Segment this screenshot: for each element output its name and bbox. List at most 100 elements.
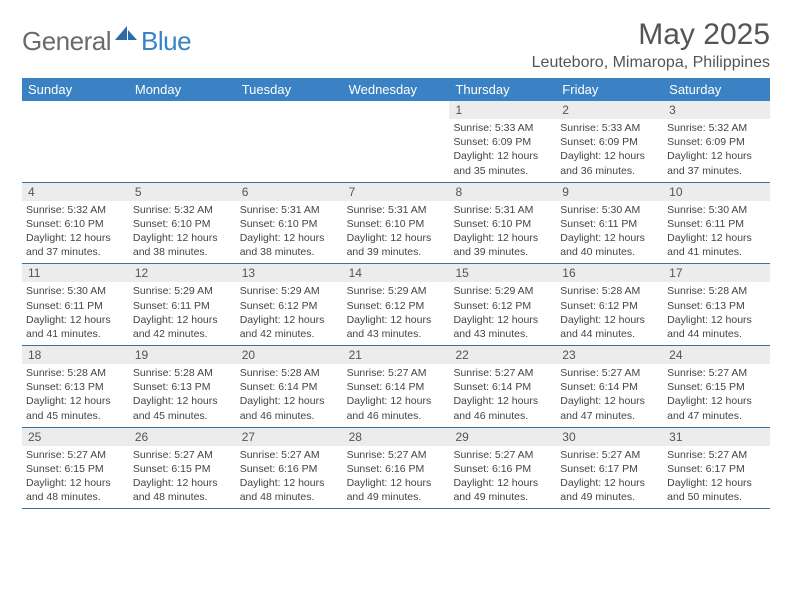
day-cell: 2Sunrise: 5:33 AMSunset: 6:09 PMDaylight… [556,101,663,182]
day-number: 2 [556,101,663,119]
day-number: 7 [343,183,450,201]
day-cell: 22Sunrise: 5:27 AMSunset: 6:14 PMDayligh… [449,346,556,427]
day-body: Sunrise: 5:30 AMSunset: 6:11 PMDaylight:… [22,282,129,345]
weekday-header: Tuesday [236,78,343,101]
day-number: 25 [22,428,129,446]
day-body: Sunrise: 5:27 AMSunset: 6:14 PMDaylight:… [556,364,663,427]
day-cell: 25Sunrise: 5:27 AMSunset: 6:15 PMDayligh… [22,428,129,509]
day-body: Sunrise: 5:27 AMSunset: 6:14 PMDaylight:… [449,364,556,427]
day-cell: 27Sunrise: 5:27 AMSunset: 6:16 PMDayligh… [236,428,343,509]
day-number: 30 [556,428,663,446]
day-body: Sunrise: 5:32 AMSunset: 6:10 PMDaylight:… [129,201,236,264]
day-cell [343,101,450,182]
day-number: 13 [236,264,343,282]
day-cell: 1Sunrise: 5:33 AMSunset: 6:09 PMDaylight… [449,101,556,182]
day-body: Sunrise: 5:31 AMSunset: 6:10 PMDaylight:… [343,201,450,264]
day-body: Sunrise: 5:27 AMSunset: 6:15 PMDaylight:… [129,446,236,509]
day-body: Sunrise: 5:30 AMSunset: 6:11 PMDaylight:… [556,201,663,264]
day-body: Sunrise: 5:27 AMSunset: 6:16 PMDaylight:… [236,446,343,509]
day-cell: 29Sunrise: 5:27 AMSunset: 6:16 PMDayligh… [449,428,556,509]
day-cell: 3Sunrise: 5:32 AMSunset: 6:09 PMDaylight… [663,101,770,182]
day-number: 20 [236,346,343,364]
day-number: 19 [129,346,236,364]
day-cell: 9Sunrise: 5:30 AMSunset: 6:11 PMDaylight… [556,183,663,264]
day-number: 5 [129,183,236,201]
day-cell: 12Sunrise: 5:29 AMSunset: 6:11 PMDayligh… [129,264,236,345]
day-number: 3 [663,101,770,119]
day-body: Sunrise: 5:33 AMSunset: 6:09 PMDaylight:… [449,119,556,182]
day-number: 16 [556,264,663,282]
page-header: General Blue May 2025 Leuteboro, Mimarop… [22,18,770,72]
weekday-header: Thursday [449,78,556,101]
day-number: 10 [663,183,770,201]
day-cell: 6Sunrise: 5:31 AMSunset: 6:10 PMDaylight… [236,183,343,264]
day-number: 15 [449,264,556,282]
week-row: 1Sunrise: 5:33 AMSunset: 6:09 PMDaylight… [22,101,770,183]
day-body: Sunrise: 5:30 AMSunset: 6:11 PMDaylight:… [663,201,770,264]
day-number: 18 [22,346,129,364]
day-number: 14 [343,264,450,282]
day-cell: 28Sunrise: 5:27 AMSunset: 6:16 PMDayligh… [343,428,450,509]
day-number: 4 [22,183,129,201]
day-body: Sunrise: 5:29 AMSunset: 6:12 PMDaylight:… [343,282,450,345]
location-text: Leuteboro, Mimaropa, Philippines [532,54,770,72]
day-cell: 15Sunrise: 5:29 AMSunset: 6:12 PMDayligh… [449,264,556,345]
day-body: Sunrise: 5:27 AMSunset: 6:15 PMDaylight:… [22,446,129,509]
weekday-header: Monday [129,78,236,101]
day-body: Sunrise: 5:29 AMSunset: 6:11 PMDaylight:… [129,282,236,345]
day-number: 21 [343,346,450,364]
logo: General Blue [22,26,191,57]
week-row: 11Sunrise: 5:30 AMSunset: 6:11 PMDayligh… [22,264,770,346]
day-cell: 16Sunrise: 5:28 AMSunset: 6:12 PMDayligh… [556,264,663,345]
day-cell: 8Sunrise: 5:31 AMSunset: 6:10 PMDaylight… [449,183,556,264]
weekday-header: Wednesday [343,78,450,101]
day-cell: 18Sunrise: 5:28 AMSunset: 6:13 PMDayligh… [22,346,129,427]
logo-sail-icon [115,24,137,47]
day-number: 17 [663,264,770,282]
day-number: 24 [663,346,770,364]
day-cell [22,101,129,182]
day-cell: 14Sunrise: 5:29 AMSunset: 6:12 PMDayligh… [343,264,450,345]
logo-text-general: General [22,26,111,57]
day-body: Sunrise: 5:27 AMSunset: 6:16 PMDaylight:… [343,446,450,509]
day-number: 6 [236,183,343,201]
week-row: 4Sunrise: 5:32 AMSunset: 6:10 PMDaylight… [22,183,770,265]
day-body: Sunrise: 5:27 AMSunset: 6:17 PMDaylight:… [663,446,770,509]
weekday-header: Friday [556,78,663,101]
day-number: 26 [129,428,236,446]
day-body: Sunrise: 5:29 AMSunset: 6:12 PMDaylight:… [236,282,343,345]
day-number: 29 [449,428,556,446]
week-row: 18Sunrise: 5:28 AMSunset: 6:13 PMDayligh… [22,346,770,428]
day-body: Sunrise: 5:27 AMSunset: 6:16 PMDaylight:… [449,446,556,509]
weeks-container: 1Sunrise: 5:33 AMSunset: 6:09 PMDaylight… [22,101,770,509]
day-cell: 4Sunrise: 5:32 AMSunset: 6:10 PMDaylight… [22,183,129,264]
weekday-header: Sunday [22,78,129,101]
day-number: 23 [556,346,663,364]
day-body: Sunrise: 5:32 AMSunset: 6:09 PMDaylight:… [663,119,770,182]
day-body: Sunrise: 5:27 AMSunset: 6:15 PMDaylight:… [663,364,770,427]
day-number: 27 [236,428,343,446]
day-cell: 11Sunrise: 5:30 AMSunset: 6:11 PMDayligh… [22,264,129,345]
logo-text-blue: Blue [141,26,191,57]
day-body: Sunrise: 5:27 AMSunset: 6:14 PMDaylight:… [343,364,450,427]
day-cell: 19Sunrise: 5:28 AMSunset: 6:13 PMDayligh… [129,346,236,427]
day-cell: 5Sunrise: 5:32 AMSunset: 6:10 PMDaylight… [129,183,236,264]
day-number: 8 [449,183,556,201]
day-cell: 17Sunrise: 5:28 AMSunset: 6:13 PMDayligh… [663,264,770,345]
weekday-header: Saturday [663,78,770,101]
day-body: Sunrise: 5:28 AMSunset: 6:14 PMDaylight:… [236,364,343,427]
day-cell: 10Sunrise: 5:30 AMSunset: 6:11 PMDayligh… [663,183,770,264]
day-number: 11 [22,264,129,282]
day-body: Sunrise: 5:28 AMSunset: 6:13 PMDaylight:… [663,282,770,345]
month-title: May 2025 [532,18,770,52]
day-number: 22 [449,346,556,364]
day-cell: 21Sunrise: 5:27 AMSunset: 6:14 PMDayligh… [343,346,450,427]
title-block: May 2025 Leuteboro, Mimaropa, Philippine… [532,18,770,72]
day-cell: 30Sunrise: 5:27 AMSunset: 6:17 PMDayligh… [556,428,663,509]
week-row: 25Sunrise: 5:27 AMSunset: 6:15 PMDayligh… [22,428,770,510]
day-cell: 31Sunrise: 5:27 AMSunset: 6:17 PMDayligh… [663,428,770,509]
day-cell [129,101,236,182]
day-cell: 24Sunrise: 5:27 AMSunset: 6:15 PMDayligh… [663,346,770,427]
day-body: Sunrise: 5:31 AMSunset: 6:10 PMDaylight:… [236,201,343,264]
day-number: 31 [663,428,770,446]
